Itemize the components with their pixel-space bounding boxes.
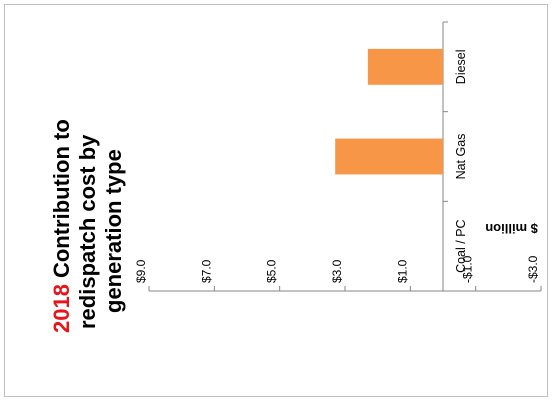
y-axis-label: $ million: [485, 221, 538, 236]
svg-text:2018Contribution to: 2018 Contribution to: [49, 119, 74, 333]
chart-frame: [4, 4, 548, 397]
title-year: 2018: [49, 284, 74, 333]
value-axis-ticks: $9.0 $7.0 $5.0 $3.0 $1.0 -$1.0 -$3.0: [134, 255, 542, 291]
title-line-2: redispatch cost by: [75, 134, 100, 329]
title-line-1: Contribution to: [49, 119, 74, 278]
category-label: Nat Gas: [454, 134, 468, 180]
bars: [335, 48, 443, 175]
category-axis-ticks: Coal / PC Nat Gas Diesel: [443, 21, 468, 292]
value-tick-label: $5.0: [265, 259, 279, 283]
bar: [335, 138, 443, 175]
bar: [367, 48, 443, 85]
category-label: Diesel: [454, 49, 468, 84]
value-tick-label: $9.0: [134, 259, 148, 283]
value-tick-label: $1.0: [395, 259, 409, 283]
value-tick-label: -$3.0: [526, 255, 540, 283]
value-tick-label: $7.0: [199, 259, 213, 283]
chart-title: 2018 Contribution to redispatch cost by g…: [49, 119, 126, 333]
value-tick-label: $3.0: [330, 259, 344, 283]
title-line-3: generation type: [101, 149, 126, 313]
category-label: Coal / PC: [454, 219, 468, 273]
value-tick-label: -$1.0: [461, 255, 475, 283]
